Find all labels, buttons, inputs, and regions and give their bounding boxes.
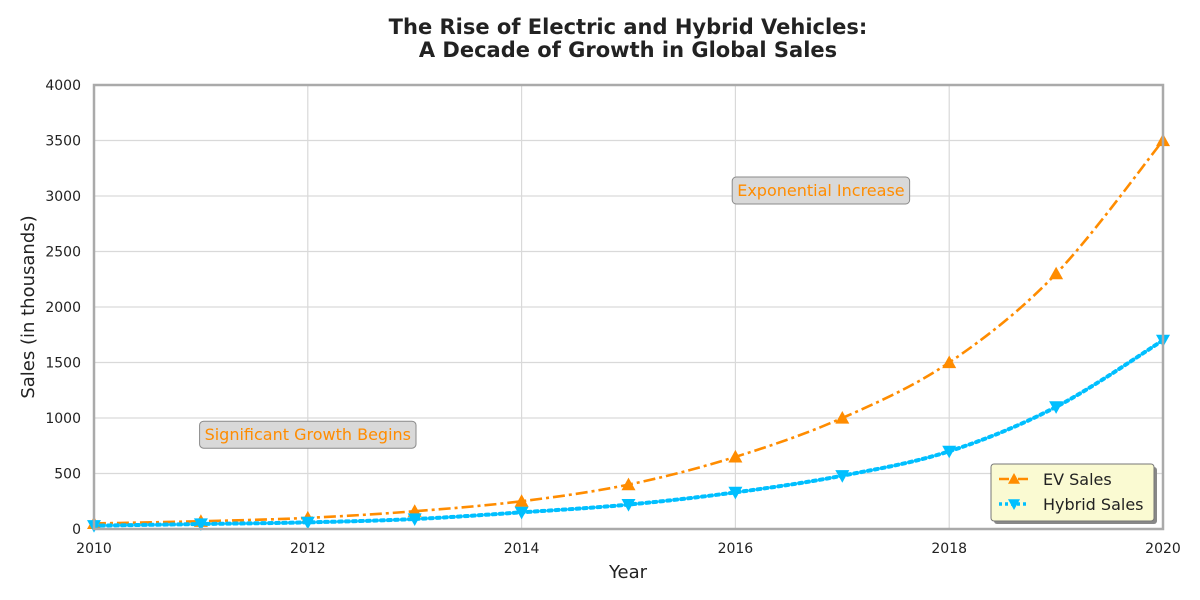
ev-sales-point xyxy=(621,477,636,491)
hybrid-sales-point xyxy=(621,498,636,512)
y-tick-label: 0 xyxy=(72,522,81,538)
x-tick-label: 2018 xyxy=(931,541,967,557)
x-axis-label: Year xyxy=(608,562,648,583)
hybrid-sales-point xyxy=(300,516,315,530)
annotations: Significant Growth Begins Exponential Inc… xyxy=(199,176,911,449)
plot-frame xyxy=(92,83,1165,531)
x-tick-label: 2016 xyxy=(718,541,754,557)
ev-sales-point xyxy=(835,411,850,424)
y-axis-label: Sales (in thousands) xyxy=(18,215,39,398)
legend-label: Hybrid Sales xyxy=(1043,495,1144,514)
x-tick-label: 2020 xyxy=(1145,541,1181,557)
annotation-box: Exponential Increase xyxy=(731,176,911,205)
ev-sales-point xyxy=(514,494,529,507)
hybrid-sales-point xyxy=(1049,401,1064,414)
legend-label: EV Sales xyxy=(1043,470,1112,489)
y-tick-label: 500 xyxy=(54,467,81,483)
x-tick-label: 2012 xyxy=(290,541,326,557)
chart-title-line1: The Rise of Electric and Hybrid Vehicles… xyxy=(389,15,868,39)
y-tick-label: 2500 xyxy=(45,245,81,261)
y-tick-label: 3500 xyxy=(45,134,81,150)
legend-box xyxy=(990,463,1155,522)
chart-title-line2: A Decade of Growth in Global Sales xyxy=(419,38,837,62)
ev-sales-line xyxy=(93,139,1165,525)
hybrid-sales-point xyxy=(193,518,208,532)
y-tick-label: 2000 xyxy=(45,300,81,316)
y-tick-label: 4000 xyxy=(45,78,81,94)
annotation-background xyxy=(199,420,417,449)
hybrid-sales-point xyxy=(514,506,529,520)
y-tick-label: 1000 xyxy=(45,411,81,427)
hybrid-sales-point xyxy=(835,470,850,483)
annotation-text: Exponential Increase xyxy=(737,181,904,200)
x-tick-label: 2010 xyxy=(76,541,112,557)
hybrid-sales-point xyxy=(407,513,422,527)
x-tick-label: 2014 xyxy=(504,541,540,557)
legend-item: Hybrid Sales xyxy=(999,495,1144,514)
ev-sales-point xyxy=(728,449,743,463)
annotation-box: Significant Growth Begins xyxy=(199,420,417,449)
ev-sales-point xyxy=(1049,266,1064,280)
legend-marker-swatch xyxy=(1008,473,1020,484)
y-tick-label: 3000 xyxy=(45,189,81,205)
hybrid-sales-point xyxy=(728,486,743,500)
tick-labels: 2010 2012 2014 2016 2018 2020 0 500 1000 1500 2000… xyxy=(45,78,1180,557)
legend-marker-swatch xyxy=(1008,499,1020,510)
legend: EV Sales Hybrid Sales xyxy=(990,463,1157,524)
annotation-background xyxy=(731,176,911,205)
hybrid-sales-point xyxy=(942,445,957,459)
y-tick-label: 1500 xyxy=(45,356,81,372)
annotation-text: Significant Growth Begins xyxy=(205,425,411,444)
legend-item: EV Sales xyxy=(999,470,1112,489)
ev-sales-point xyxy=(942,355,957,369)
